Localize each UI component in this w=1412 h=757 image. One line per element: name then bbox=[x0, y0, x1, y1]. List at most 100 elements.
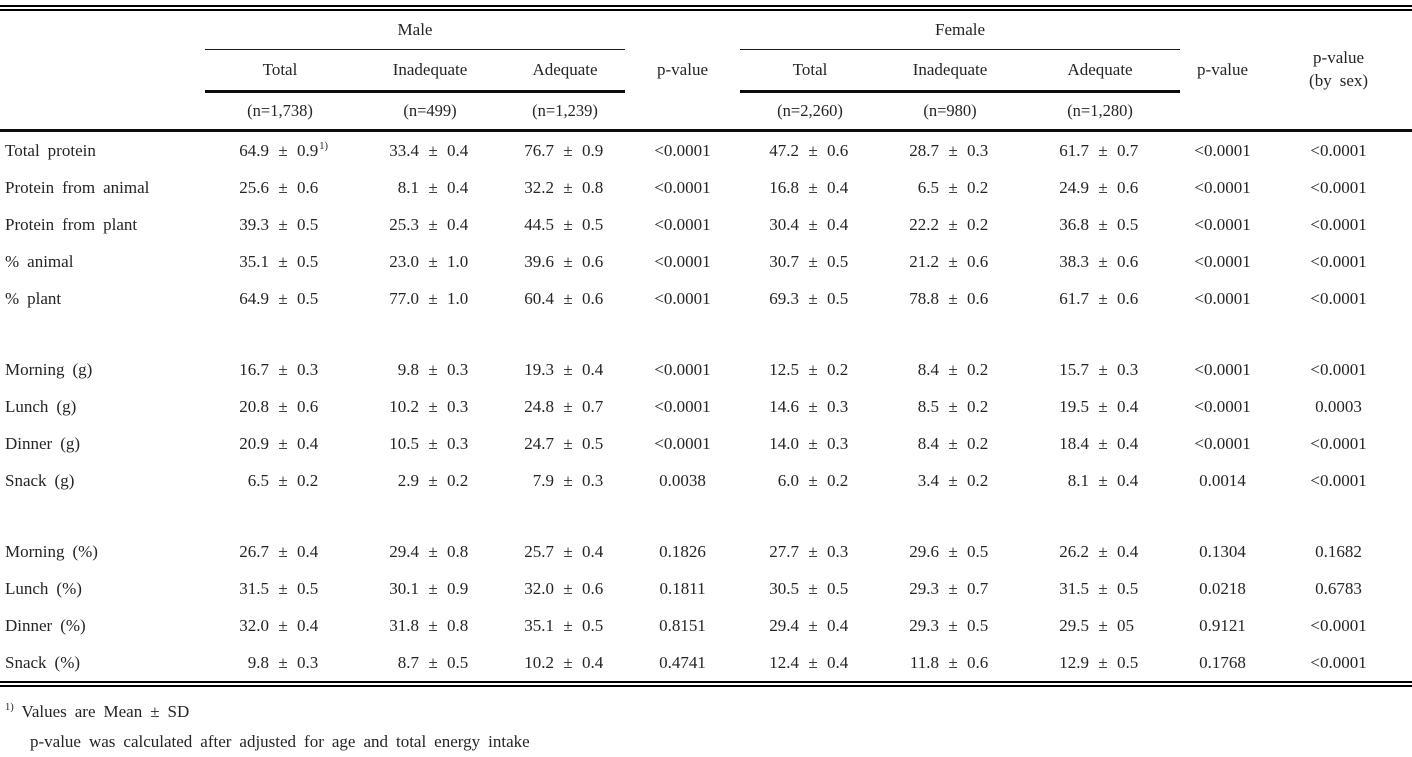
pvalue-cell: <0.0001 bbox=[1310, 433, 1367, 453]
mean-sd-cell: 18.4 ±0.4 bbox=[1059, 433, 1139, 453]
mean-sd-cell: 64.9 ±0.91) bbox=[239, 140, 328, 160]
mean-sd-cell: 27.7 ±0.3 bbox=[769, 541, 849, 561]
mean-sd-cell: 30.4 ±0.4 bbox=[769, 214, 849, 234]
mean-sd-cell: 24.7 ±0.5 bbox=[524, 433, 604, 453]
footnote-2-text: p-value was calculated after adjusted fo… bbox=[30, 731, 530, 751]
pvalue-cell: <0.0001 bbox=[1194, 396, 1251, 416]
mean-sd-cell: 16.8 ±0.4 bbox=[769, 177, 849, 197]
table-row: Dinner (g) 20.9 ±0.4 10.5 ±0.3 24.7 ±0.5 <0.000… bbox=[0, 425, 1412, 462]
table-row: % animal 35.1 ±0.5 23.0 ±1.0 39.6 ±0.6 <0.0001 3… bbox=[0, 243, 1412, 280]
mean-sd-cell: 22.2 ±0.2 bbox=[909, 214, 989, 234]
female-pvalue-header: p-value bbox=[1180, 8, 1266, 132]
footnote-1: 1) Values are Mean ± SD bbox=[4, 697, 1412, 727]
mean-sd-cell: 7.9 ±0.3 bbox=[532, 470, 604, 490]
mean-sd-cell: 10.2 ±0.4 bbox=[524, 652, 604, 672]
table-row: Dinner (%) 32.0 ±0.4 31.8 ±0.8 35.1 ±0.5 0.8151… bbox=[0, 607, 1412, 644]
table-body: Total protein 64.9 ±0.91) 33.4 ±0.4 76.7 ±0.9 <… bbox=[0, 131, 1412, 685]
mean-sd-cell: 29.4 ±0.4 bbox=[769, 615, 849, 635]
pvalue-cell: <0.0001 bbox=[654, 177, 711, 197]
mean-sd-cell: 21.2 ±0.6 bbox=[909, 251, 989, 271]
mean-sd-cell: 12.9 ±0.5 bbox=[1059, 652, 1139, 672]
pvalue-by-sex-line2: (by sex) bbox=[1309, 71, 1369, 90]
mean-sd-cell: 36.8 ±0.5 bbox=[1059, 214, 1139, 234]
mean-sd-cell: 3.4 ±0.2 bbox=[917, 470, 989, 490]
pvalue-by-sex-line1: p-value bbox=[1313, 48, 1365, 68]
pvalue-cell: 0.6783 bbox=[1315, 578, 1362, 598]
row-label: Snack (g) bbox=[5, 470, 75, 490]
mean-sd-cell: 78.8 ±0.6 bbox=[909, 288, 989, 308]
pvalue-cell: <0.0001 bbox=[1310, 652, 1367, 672]
mean-sd-cell: 32.0 ±0.6 bbox=[524, 578, 604, 598]
mean-sd-cell: 33.4 ±0.4 bbox=[389, 140, 469, 160]
table-row: % plant 64.9 ±0.5 77.0 ±1.0 60.4 ±0.6 <0.0001 69… bbox=[0, 280, 1412, 317]
pvalue-cell: 0.4741 bbox=[659, 652, 706, 672]
mean-sd-cell: 29.3 ±0.5 bbox=[909, 615, 989, 635]
table-header: Male p-value Female p-value p-value (by … bbox=[0, 8, 1412, 132]
mean-sd-cell: 77.0 ±1.0 bbox=[389, 288, 469, 308]
table-row: Protein from plant 39.3 ±0.5 25.3 ±0.4 44.5 ±0… bbox=[0, 206, 1412, 243]
pvalue-cell: 0.1304 bbox=[1199, 541, 1246, 561]
row-label: Lunch (g) bbox=[5, 396, 77, 416]
pvalue-cell: <0.0001 bbox=[654, 288, 711, 308]
mean-sd-cell: 39.3 ±0.5 bbox=[239, 214, 319, 234]
pvalue-cell: <0.0001 bbox=[654, 251, 711, 271]
male-group-header: Male bbox=[205, 8, 626, 50]
mean-sd-cell: 24.8 ±0.7 bbox=[524, 396, 604, 416]
mean-sd-cell: 47.2 ±0.6 bbox=[769, 140, 849, 160]
female-inadequate-header: Inadequate bbox=[880, 49, 1021, 93]
mean-sd-cell: 23.0 ±1.0 bbox=[389, 251, 469, 271]
mean-sd-cell: 76.7 ±0.9 bbox=[524, 140, 604, 160]
mean-sd-cell: 28.7 ±0.3 bbox=[909, 140, 989, 160]
row-label: Protein from animal bbox=[5, 177, 150, 197]
male-adequate-n: (n=1,239) bbox=[505, 91, 626, 132]
table-row: Snack (%) 9.8 ±0.3 8.7 ±0.5 10.2 ±0.4 0.4741 12.… bbox=[0, 644, 1412, 684]
footnote-marker: 1) bbox=[319, 140, 328, 152]
mean-sd-cell: 61.7 ±0.7 bbox=[1059, 140, 1139, 160]
row-label-header bbox=[0, 8, 205, 132]
mean-sd-cell: 2.9 ±0.2 bbox=[397, 470, 469, 490]
pvalue-cell: <0.0001 bbox=[654, 396, 711, 416]
mean-sd-cell: 29.4 ±0.8 bbox=[389, 541, 469, 561]
pvalue-cell: 0.0038 bbox=[659, 470, 706, 490]
female-total-header: Total bbox=[740, 49, 881, 93]
row-label: Morning (%) bbox=[5, 541, 98, 561]
mean-sd-cell: 15.7 ±0.3 bbox=[1059, 359, 1139, 379]
mean-sd-cell: 20.9 ±0.4 bbox=[239, 433, 319, 453]
mean-sd-cell: 6.0 ±0.2 bbox=[777, 470, 849, 490]
row-label: Snack (%) bbox=[5, 652, 81, 672]
pvalue-cell: 0.1811 bbox=[659, 578, 706, 598]
mean-sd-cell: 38.3 ±0.6 bbox=[1059, 251, 1139, 271]
female-total-n: (n=2,260) bbox=[740, 91, 881, 132]
pvalue-cell: <0.0001 bbox=[654, 140, 711, 160]
row-label: Total protein bbox=[5, 140, 96, 160]
pvalue-cell: <0.0001 bbox=[1310, 251, 1367, 271]
pvalue-cell: <0.0001 bbox=[1310, 470, 1367, 490]
mean-sd-cell: 69.3 ±0.5 bbox=[769, 288, 849, 308]
mean-sd-cell: 31.5 ±0.5 bbox=[1059, 578, 1139, 598]
mean-sd-cell: 60.4 ±0.6 bbox=[524, 288, 604, 308]
mean-sd-cell: 12.5 ±0.2 bbox=[769, 359, 849, 379]
mean-sd-cell: 8.4 ±0.2 bbox=[917, 433, 989, 453]
mean-sd-cell: 35.1 ±0.5 bbox=[524, 615, 604, 635]
mean-sd-cell: 8.7 ±0.5 bbox=[397, 652, 469, 672]
female-adequate-header: Adequate bbox=[1020, 49, 1181, 93]
pvalue-cell: <0.0001 bbox=[654, 359, 711, 379]
mean-sd-cell: 30.7 ±0.5 bbox=[769, 251, 849, 271]
mean-sd-cell: 10.2 ±0.3 bbox=[389, 396, 469, 416]
mean-sd-cell: 25.6 ±0.6 bbox=[239, 177, 319, 197]
footnotes: 1) Values are Mean ± SD p-value was calc… bbox=[0, 687, 1412, 757]
spacer-cell bbox=[0, 499, 1412, 533]
mean-sd-cell: 25.3 ±0.4 bbox=[389, 214, 469, 234]
pvalue-cell: 0.0218 bbox=[1199, 578, 1246, 598]
pvalue-cell: <0.0001 bbox=[1310, 177, 1367, 197]
pvalue-cell: 0.0003 bbox=[1315, 396, 1362, 416]
female-adequate-n: (n=1,280) bbox=[1020, 91, 1181, 132]
pvalue-by-sex-header: p-value (by sex) bbox=[1265, 8, 1412, 132]
mean-sd-cell: 25.7 ±0.4 bbox=[524, 541, 604, 561]
mean-sd-cell: 19.3 ±0.4 bbox=[524, 359, 604, 379]
mean-sd-cell: 26.7 ±0.4 bbox=[239, 541, 319, 561]
mean-sd-cell: 31.5 ±0.5 bbox=[239, 578, 319, 598]
male-inadequate-header: Inadequate bbox=[355, 49, 505, 93]
mean-sd-cell: 11.8 ±0.6 bbox=[909, 652, 989, 672]
mean-sd-cell: 29.5 ±05 bbox=[1059, 615, 1135, 635]
